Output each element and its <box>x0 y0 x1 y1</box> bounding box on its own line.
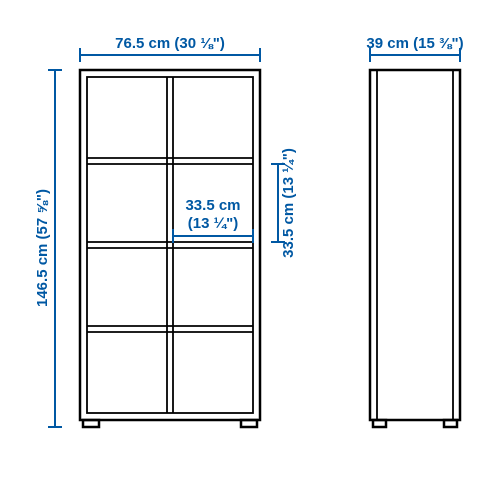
cube-height-label: 33.5 cm (13 ¼") <box>280 148 297 258</box>
front-view <box>80 70 260 427</box>
cube-width-label-2: (13 ¼") <box>188 215 238 232</box>
front-width-dimension: 76.5 cm (30 ⅛") <box>80 35 260 62</box>
cube-height-dimension: 33.5 cm (13 ¼") <box>271 148 297 258</box>
cube-width-dimension: 33.5 cm (13 ¼") <box>173 197 253 243</box>
side-depth-label: 39 cm (15 ⅜") <box>366 35 463 52</box>
front-height-dimension: 146.5 cm (57 ⅝") <box>34 70 62 427</box>
side-view <box>370 70 460 427</box>
cube-width-label-1: 33.5 cm <box>185 197 240 214</box>
front-width-label: 76.5 cm (30 ⅛") <box>115 35 225 52</box>
dimension-diagram: 76.5 cm (30 ⅛") 146.5 cm (57 ⅝") 33.5 cm… <box>0 0 500 500</box>
front-height-label: 146.5 cm (57 ⅝") <box>34 189 51 307</box>
side-depth-dimension: 39 cm (15 ⅜") <box>366 35 463 62</box>
